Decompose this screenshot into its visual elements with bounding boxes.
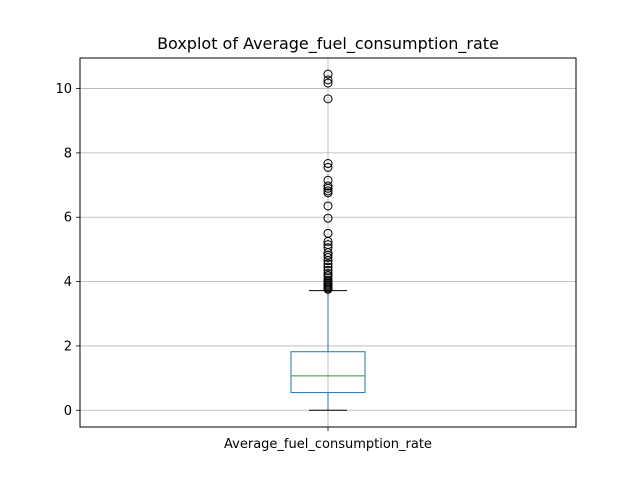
outlier-points [323, 69, 333, 294]
y-tick-label: 6 [64, 211, 72, 226]
y-tick-label: 10 [55, 82, 72, 97]
outlier-point [323, 240, 333, 250]
outlier-point [323, 69, 333, 79]
y-tick-label: 0 [64, 404, 72, 419]
outlier-point [323, 162, 333, 172]
grid-lines [80, 58, 576, 427]
y-tick-label: 2 [64, 339, 72, 354]
box-plot [290, 290, 366, 411]
interquartile-box [290, 351, 366, 394]
x-tick-label: Average_fuel_consumption_rate [224, 437, 432, 452]
outlier-point [323, 250, 333, 260]
outlier-point [323, 269, 333, 279]
outlier-point [323, 175, 333, 185]
outlier-point [323, 181, 333, 191]
outlier-point [323, 259, 333, 269]
chart-title: Boxplot of Average_fuel_consumption_rate [157, 34, 499, 54]
outlier-point [323, 243, 333, 253]
outlier-point [323, 94, 333, 104]
y-tick-label: 4 [64, 275, 72, 290]
outlier-point [323, 265, 333, 275]
outlier-point [323, 271, 333, 281]
outlier-point [323, 252, 333, 262]
outlier-point [323, 75, 333, 85]
outlier-point [323, 186, 333, 196]
outlier-point [323, 78, 333, 88]
axes: 0 2 4 6 8 10 [55, 82, 329, 431]
y-tick-label: 8 [64, 146, 72, 161]
outlier-point [323, 213, 333, 223]
outlier-point [323, 159, 333, 169]
outlier-point [323, 275, 333, 285]
outlier-point [323, 201, 333, 211]
outlier-point [323, 228, 333, 238]
outlier-point [323, 262, 333, 272]
